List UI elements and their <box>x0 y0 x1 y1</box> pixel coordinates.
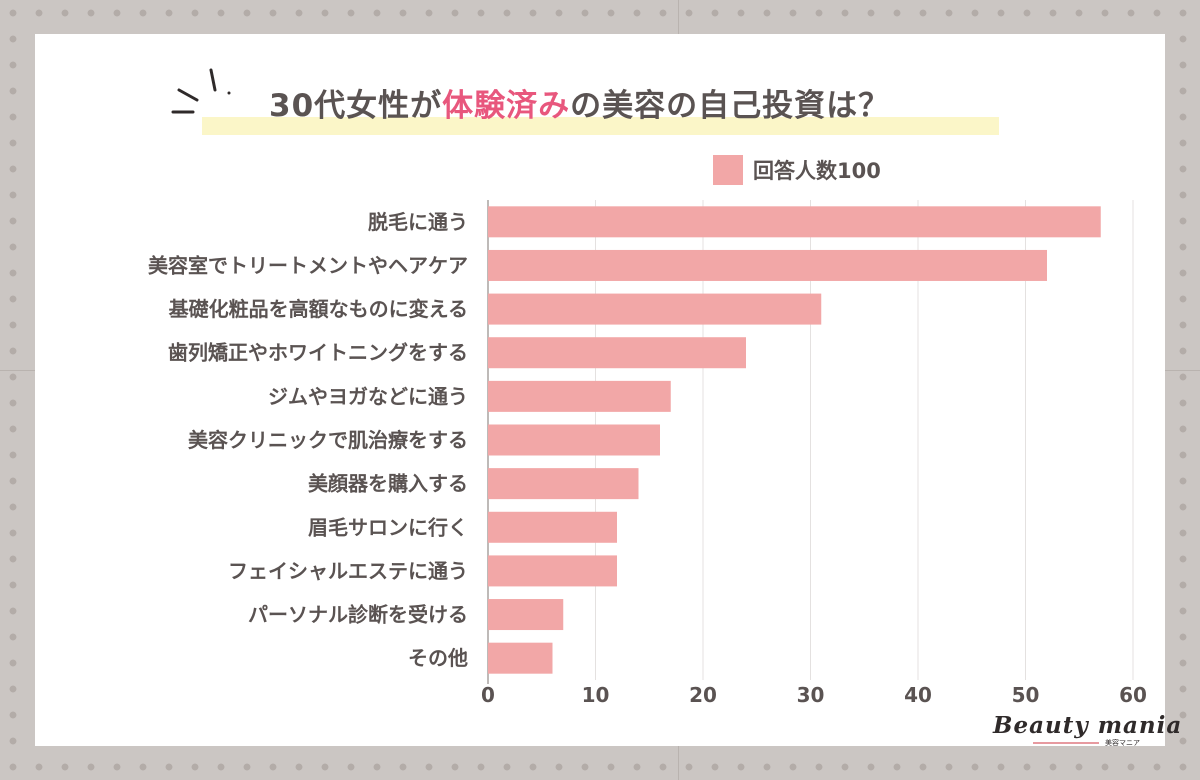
x-tick-label: 60 <box>1119 683 1147 707</box>
logo-subtext: 美容マニア <box>1105 739 1140 747</box>
bar <box>488 206 1101 238</box>
bar <box>488 511 617 543</box>
category-label: フェイシャルエステに通う <box>228 559 468 583</box>
x-tick-label: 50 <box>1012 683 1040 707</box>
brand-logo: Beauty mania 美容マニア <box>993 712 1181 747</box>
chart-card: 30代女性が体験済みの美容の自己投資は？ 回答人数100 0 10 20 30 40 50… <box>35 34 1181 747</box>
x-tick-label: 40 <box>904 683 932 707</box>
x-tick-label: 20 <box>689 683 717 707</box>
category-label: ジムやヨガなどに通う <box>268 384 468 408</box>
category-label: その他 <box>408 646 468 670</box>
bar <box>488 555 617 587</box>
bar-chart: 0 10 20 30 40 50 60 脱毛に通う美容室でトリートメントやヘアケア基礎化粧品を… <box>148 200 1147 707</box>
sparkle-icon <box>171 68 231 114</box>
category-label: 基礎化粧品を高額なものに変える <box>169 297 468 321</box>
title-area: 30代女性が体験済みの美容の自己投資は？ <box>35 34 1165 144</box>
title-highlight-text: 体験済み <box>442 88 571 124</box>
bar <box>488 249 1047 281</box>
category-label: 美容クリニックで肌治療をする <box>188 428 468 452</box>
title-highlight <box>202 117 999 135</box>
bar <box>488 599 564 631</box>
category-label: パーソナル診断を受ける <box>248 603 468 627</box>
legend: 回答人数100 <box>713 154 881 186</box>
bar <box>488 642 553 674</box>
chart-title: 30代女性が体験済みの美容の自己投資は？ <box>269 80 890 125</box>
bar <box>488 380 671 412</box>
logo-underline <box>1033 742 1099 744</box>
bar <box>488 424 660 456</box>
legend-label: 回答人数100 <box>753 159 881 183</box>
title-prefix: 30代女性が <box>269 88 443 124</box>
category-label: 眉毛サロンに行く <box>308 515 468 539</box>
x-tick-label: 10 <box>582 683 610 707</box>
bar <box>488 337 746 369</box>
x-tick-label: 0 <box>481 683 495 707</box>
bar <box>488 293 822 325</box>
x-tick-label: 30 <box>797 683 825 707</box>
title-suffix: の美容の自己投資は？ <box>570 88 891 124</box>
category-label: 美容室でトリートメントやヘアケア <box>148 253 468 277</box>
logo-text: Beauty mania <box>993 712 1183 739</box>
category-label: 歯列矯正やホワイトニングをする <box>168 341 468 365</box>
category-label: 脱毛に通う <box>368 210 468 234</box>
legend-swatch <box>713 155 743 185</box>
category-label: 美顔器を購入する <box>308 472 468 496</box>
bar <box>488 468 639 500</box>
